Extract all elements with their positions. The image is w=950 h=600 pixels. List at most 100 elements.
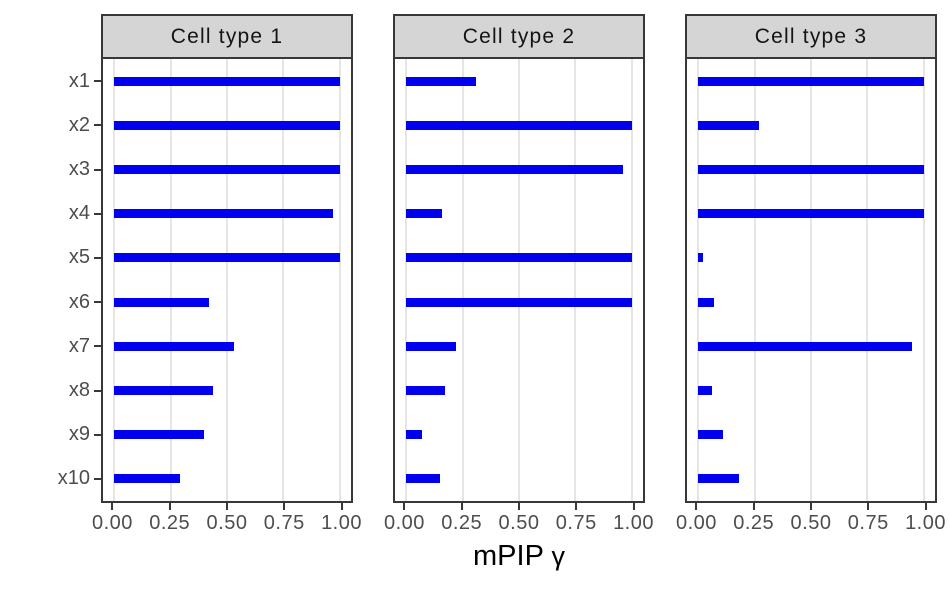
y-tick-label: x5 xyxy=(68,246,90,269)
bar-x1 xyxy=(698,76,924,86)
x-tick-label: 0.00 xyxy=(675,512,717,534)
bar-x6 xyxy=(406,297,632,307)
x-axis: 0.00 0.25 0.50 0.75 1.00 xyxy=(676,503,946,543)
x-tick-mark xyxy=(752,503,755,510)
x-tick-label: 0.00 xyxy=(91,512,133,534)
y-tick-mark xyxy=(94,301,101,304)
bar-x1 xyxy=(406,76,477,86)
y-axis: x1 x2 x3 x4 x5 x6 x7 x8 x9 x10 xyxy=(0,59,101,501)
major-gridline xyxy=(866,59,869,501)
bar-x5 xyxy=(698,253,703,263)
plot-panel-3 xyxy=(685,59,937,503)
x-axis: 0.00 0.25 0.50 0.75 1.00 xyxy=(92,503,362,543)
y-axis-row: x2 xyxy=(0,103,101,147)
x-tick-mark xyxy=(403,503,406,510)
x-tick-mark xyxy=(111,503,114,510)
plot-panel-2 xyxy=(393,59,645,503)
x-tick-mark xyxy=(460,503,463,510)
bar-x10 xyxy=(698,474,739,484)
y-tick-label: x9 xyxy=(68,423,90,446)
y-axis-row: x8 xyxy=(0,368,101,412)
bar-x9 xyxy=(406,430,423,440)
bar-x10 xyxy=(406,474,441,484)
y-tick-label: x8 xyxy=(68,379,90,402)
bar-x5 xyxy=(114,253,340,263)
major-gridline xyxy=(338,59,341,501)
major-gridline xyxy=(753,59,756,501)
bar-x3 xyxy=(698,165,924,174)
plot-panel-1 xyxy=(101,59,353,503)
bar-x4 xyxy=(406,209,443,219)
x-tick-label: 1.00 xyxy=(321,512,362,534)
major-gridline xyxy=(461,59,464,501)
facet-strip: Cell type 1 xyxy=(101,14,353,59)
bar-x3 xyxy=(114,165,340,174)
bar-x1 xyxy=(114,76,340,86)
x-tick-mark xyxy=(867,503,870,510)
bar-x10 xyxy=(114,474,180,484)
x-tick-label: 0.25 xyxy=(441,512,483,534)
y-tick-mark xyxy=(94,256,101,259)
major-gridline xyxy=(169,59,172,501)
x-tick-label: 0.75 xyxy=(847,512,889,534)
x-tick-mark xyxy=(340,503,343,510)
x-tick-mark xyxy=(518,503,520,510)
bar-x7 xyxy=(114,341,234,351)
y-axis-row: x6 xyxy=(0,280,101,324)
y-axis-row: x5 xyxy=(0,236,101,280)
major-gridline xyxy=(697,59,700,501)
bar-x2 xyxy=(114,120,340,130)
x-tick-mark xyxy=(695,503,698,510)
bar-x2 xyxy=(698,120,760,130)
bar-x6 xyxy=(114,297,209,307)
facet-title: Cell type 2 xyxy=(462,24,576,48)
major-gridline xyxy=(226,59,228,501)
facet-3: Cell type 3 0.00 0.25 0.50 0.75 1.00 xyxy=(676,14,946,543)
x-axis: 0.00 0.25 0.50 0.75 1.00 xyxy=(384,503,654,543)
bar-x9 xyxy=(698,430,724,440)
x-tick-label: 0.75 xyxy=(555,512,597,534)
y-tick-label: x6 xyxy=(68,290,90,313)
facet-strip: Cell type 3 xyxy=(685,14,937,59)
major-gridline xyxy=(810,59,812,501)
x-tick-mark xyxy=(924,503,927,510)
major-gridline xyxy=(518,59,520,501)
y-tick-mark xyxy=(94,212,101,215)
x-tick-mark xyxy=(810,503,812,510)
bar-x2 xyxy=(406,120,632,130)
x-axis-title: mPIP γ xyxy=(101,540,937,573)
x-tick-mark xyxy=(226,503,228,510)
y-tick-label: x10 xyxy=(57,467,90,490)
facet-2: Cell type 2 0.00 0.25 0.50 0.75 1.00 xyxy=(384,14,654,543)
bar-x8 xyxy=(114,386,214,395)
x-tick-mark xyxy=(283,503,286,510)
x-tick-label: 0.25 xyxy=(733,512,775,534)
x-tick-label: 0.75 xyxy=(263,512,305,534)
y-tick-mark xyxy=(94,124,101,127)
x-axis-title-text: mPIP xyxy=(473,540,544,572)
bar-x5 xyxy=(406,253,632,263)
facet-container: Cell type 1 0.00 0.25 0.50 0.75 1.00 Cell type… xyxy=(92,14,946,543)
x-tick-label: 0.50 xyxy=(790,512,832,534)
facet-title: Cell type 1 xyxy=(170,24,284,48)
x-tick-mark xyxy=(632,503,635,510)
bar-x8 xyxy=(406,386,445,395)
x-tick-label: 1.00 xyxy=(613,512,654,534)
facet-title: Cell type 3 xyxy=(754,24,868,48)
major-gridline xyxy=(405,59,408,501)
y-tick-mark xyxy=(94,389,101,392)
y-axis-row: x10 xyxy=(0,457,101,501)
bar-x4 xyxy=(114,209,333,219)
x-tick-mark xyxy=(575,503,578,510)
major-gridline xyxy=(282,59,285,501)
y-axis-row: x1 xyxy=(0,59,101,103)
y-axis-row: x4 xyxy=(0,192,101,236)
x-tick-label: 1.00 xyxy=(905,512,946,534)
y-tick-mark xyxy=(94,80,101,83)
gamma-symbol: γ xyxy=(551,541,565,571)
x-tick-label: 0.50 xyxy=(206,512,248,534)
major-gridline xyxy=(113,59,116,501)
y-tick-label: x7 xyxy=(68,334,90,357)
facet-1: Cell type 1 0.00 0.25 0.50 0.75 1.00 xyxy=(92,14,362,543)
